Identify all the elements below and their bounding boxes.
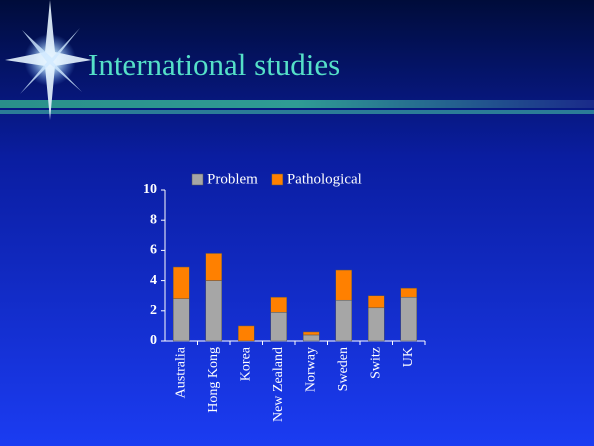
x-tick-label: UK [401,347,416,367]
bar-segment [173,298,190,342]
x-tick-label: Norway [303,347,318,392]
y-tick-label: 0 [150,333,157,348]
bar-segment [400,296,417,342]
bar-segment [205,280,222,342]
bar-segment [173,266,190,299]
x-tick-label: Switz [368,347,383,379]
legend-swatch [271,173,284,186]
x-tick-label: Hong Kong [206,347,221,413]
y-tick-label: 8 [150,212,157,227]
x-tick-label: New Zealand [271,347,286,422]
bar-segment [205,253,222,281]
bar-segment [303,334,320,342]
bar-segment [368,295,385,309]
bar-segment [335,299,352,342]
x-tick-label: Korea [238,346,253,381]
title-band-thin [0,110,594,114]
bar-segment [303,331,320,336]
y-tick-label: 2 [150,303,157,318]
slide-title: International studies [88,47,340,82]
legend-swatch [191,173,204,186]
star-logo [5,0,92,120]
bar-segment [400,287,417,298]
bar-segment [368,307,385,342]
bar-segment [270,312,287,342]
y-tick-label: 4 [150,273,157,288]
y-tick-label: 10 [143,182,157,197]
legend-label: Problem [207,171,258,187]
bar-segment [270,296,287,313]
bar-segment [335,269,352,301]
x-tick-label: Sweden [336,347,351,391]
bar-segment [238,325,255,342]
legend-label: Pathological [287,171,362,187]
y-tick-label: 6 [150,243,157,258]
title-band [0,100,594,108]
x-tick-label: Australia [173,346,188,398]
